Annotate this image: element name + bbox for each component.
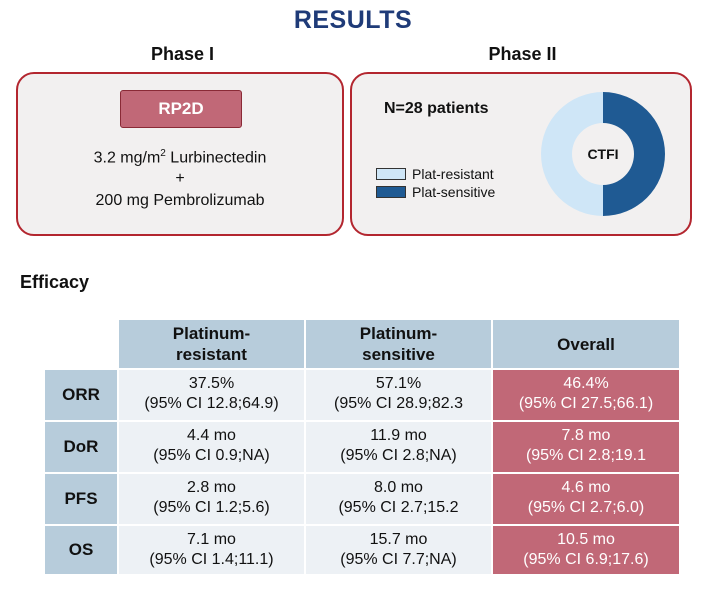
table-cell: 57.1% (95% CI 28.9;82.3 <box>306 370 491 420</box>
efficacy-heading: Efficacy <box>20 272 90 292</box>
table-cell: 2.8 mo (95% CI 1.2;5.6) <box>119 474 304 524</box>
row-label-pfs: PFS <box>45 474 117 524</box>
table-cell: 8.0 mo (95% CI 2.7;15.2 <box>306 474 491 524</box>
donut-slice-plat-resistant <box>541 92 603 216</box>
table-cell-overall: 4.6 mo (95% CI 2.7;6.0) <box>493 474 679 524</box>
legend-label-plat-resistant: Plat-resistant <box>412 166 494 182</box>
ctfi-donut-chart: CTFI <box>541 92 665 216</box>
n-patients: N=28 patients <box>384 100 489 117</box>
table-cell-overall: 10.5 mo (95% CI 6.9;17.6) <box>493 526 679 574</box>
table-cell: 7.1 mo (95% CI 1.4;11.1) <box>119 526 304 574</box>
donut-center-label: CTFI <box>587 146 618 162</box>
dose-pembrolizumab: 200 mg Pembrolizumab <box>95 192 265 209</box>
col-header-platinum-sensitive: Platinum- sensitive <box>306 320 491 368</box>
dose-plus: + <box>175 170 185 187</box>
legend-swatch-plat-sensitive <box>376 186 406 198</box>
table-cell: 37.5% (95% CI 12.8;64.9) <box>119 370 304 420</box>
phase-2-label: Phase II <box>488 44 557 64</box>
rp2d-badge: RP2D <box>120 90 242 128</box>
table-cell: 4.4 mo (95% CI 0.9;NA) <box>119 422 304 472</box>
dose-lurbinectedin: 3.2 mg/m2 Lurbinectedin <box>93 148 267 167</box>
table-cell-overall: 7.8 mo (95% CI 2.8;19.1 <box>493 422 679 472</box>
col-header-platinum-resistant: Platinum- resistant <box>119 320 304 368</box>
page-title: RESULTS <box>293 6 413 34</box>
row-label-os: OS <box>45 526 117 574</box>
legend-swatch-plat-resistant <box>376 168 406 180</box>
row-label-dor: DoR <box>45 422 117 472</box>
table-cell-overall: 46.4% (95% CI 27.5;66.1) <box>493 370 679 420</box>
col-header-overall: Overall <box>493 320 679 368</box>
phase-1-label: Phase I <box>150 44 215 64</box>
table-cell: 11.9 mo (95% CI 2.8;NA) <box>306 422 491 472</box>
row-label-orr: ORR <box>45 370 117 420</box>
table-cell: 15.7 mo (95% CI 7.7;NA) <box>306 526 491 574</box>
donut-slice-plat-sensitive <box>603 92 665 216</box>
legend-label-plat-sensitive: Plat-sensitive <box>412 184 496 200</box>
